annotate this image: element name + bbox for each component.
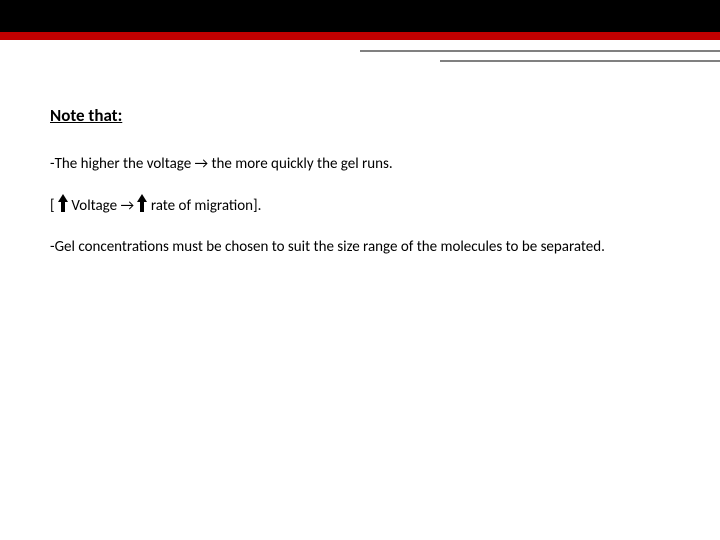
header-top-bar — [0, 0, 720, 32]
slide-content: Note that: -The higher the voltage → the… — [50, 105, 680, 277]
note-heading: Note that: — [50, 105, 680, 126]
header-grey-line-2 — [440, 60, 720, 62]
bullet-3: -Gel concentrations must be chosen to su… — [50, 237, 680, 257]
bullet-2-prefix: [ — [50, 197, 58, 215]
bullet-2-mid: Voltage → — [71, 197, 137, 215]
bullet-1: -The higher the voltage → the more quick… — [50, 154, 680, 174]
up-arrow-icon — [58, 194, 68, 212]
bullet-2-suffix: rate of migration]. — [151, 197, 262, 215]
bullet-2: [ Voltage → rate of migration]. — [50, 194, 680, 216]
header-red-bar — [0, 32, 720, 40]
up-arrow-icon — [137, 194, 147, 212]
header-grey-line-1 — [360, 50, 720, 52]
